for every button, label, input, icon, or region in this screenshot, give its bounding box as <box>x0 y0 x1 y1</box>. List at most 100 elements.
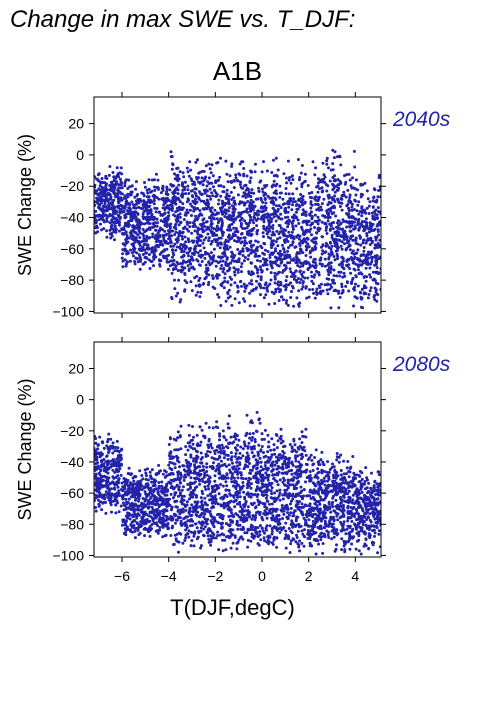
data-point <box>313 219 317 223</box>
data-point <box>102 478 106 482</box>
data-point <box>302 270 306 274</box>
data-point <box>246 224 250 228</box>
data-point <box>260 246 264 250</box>
data-point <box>200 192 204 196</box>
data-point <box>172 542 176 546</box>
data-point <box>217 462 221 466</box>
data-point <box>217 211 220 215</box>
data-point <box>174 539 178 542</box>
data-point <box>153 478 156 482</box>
data-point <box>175 245 179 249</box>
data-point <box>298 178 301 182</box>
data-point <box>210 206 214 210</box>
data-point <box>120 481 124 485</box>
data-point <box>208 255 212 258</box>
data-point <box>366 238 370 242</box>
data-point <box>256 271 259 275</box>
data-point <box>286 249 290 253</box>
data-point <box>183 279 187 283</box>
data-point <box>159 239 163 243</box>
data-point <box>167 443 171 446</box>
data-point <box>170 296 174 299</box>
data-point <box>174 521 177 525</box>
data-point <box>268 216 272 219</box>
data-point <box>172 253 176 257</box>
data-point <box>303 179 307 183</box>
data-point <box>373 263 377 267</box>
data-point <box>102 484 106 488</box>
data-point <box>200 507 204 511</box>
data-point <box>174 513 178 517</box>
data-point <box>306 268 310 272</box>
data-point <box>106 440 109 444</box>
data-point <box>120 447 124 451</box>
data-point <box>279 280 283 284</box>
data-point <box>204 236 208 240</box>
data-point <box>332 221 336 224</box>
data-point <box>292 271 296 275</box>
data-point <box>227 206 231 210</box>
data-point <box>150 523 154 526</box>
data-point <box>377 233 381 237</box>
data-point <box>265 183 269 187</box>
data-point <box>126 209 129 213</box>
data-point <box>274 198 278 201</box>
data-point <box>334 289 338 293</box>
data-point <box>183 473 187 477</box>
data-point <box>193 486 197 490</box>
data-point <box>151 493 155 496</box>
data-point <box>256 274 260 278</box>
data-point <box>183 505 187 509</box>
data-point <box>199 223 202 226</box>
data-point <box>188 506 192 510</box>
data-point <box>353 165 357 169</box>
data-point <box>219 483 223 486</box>
data-point <box>238 183 242 186</box>
data-point <box>264 248 267 252</box>
data-point <box>293 200 297 204</box>
data-point <box>272 202 276 206</box>
data-point <box>181 541 185 545</box>
data-point <box>199 249 202 253</box>
data-point <box>357 268 360 272</box>
data-point <box>234 512 238 516</box>
data-point <box>107 447 111 451</box>
data-point <box>207 273 211 277</box>
data-point <box>205 184 209 188</box>
data-point <box>114 495 118 499</box>
data-point <box>271 260 275 264</box>
data-point <box>304 214 308 217</box>
data-point <box>297 242 301 246</box>
data-point <box>255 230 259 234</box>
data-point <box>261 263 265 267</box>
data-point <box>308 263 312 267</box>
data-point <box>325 277 329 281</box>
data-point <box>195 450 199 454</box>
data-point <box>116 485 120 489</box>
data-point <box>163 523 167 526</box>
data-point <box>338 239 342 243</box>
data-point <box>157 210 161 214</box>
data-point <box>287 192 291 196</box>
data-point <box>376 293 380 297</box>
data-point <box>168 503 172 507</box>
data-point <box>279 226 283 230</box>
data-point <box>233 281 237 285</box>
data-point <box>194 495 198 499</box>
data-point <box>171 163 175 167</box>
data-point <box>342 267 346 271</box>
data-point <box>112 481 115 485</box>
data-point <box>221 212 225 216</box>
data-point <box>243 236 247 240</box>
data-point <box>255 495 259 498</box>
data-point <box>176 436 180 440</box>
data-point <box>211 276 215 280</box>
data-point <box>215 448 218 452</box>
data-point <box>119 458 123 461</box>
data-point <box>114 463 118 467</box>
data-point <box>95 458 99 462</box>
data-point <box>207 479 211 483</box>
data-point <box>225 257 229 261</box>
data-point <box>367 250 370 254</box>
data-point <box>320 190 324 194</box>
